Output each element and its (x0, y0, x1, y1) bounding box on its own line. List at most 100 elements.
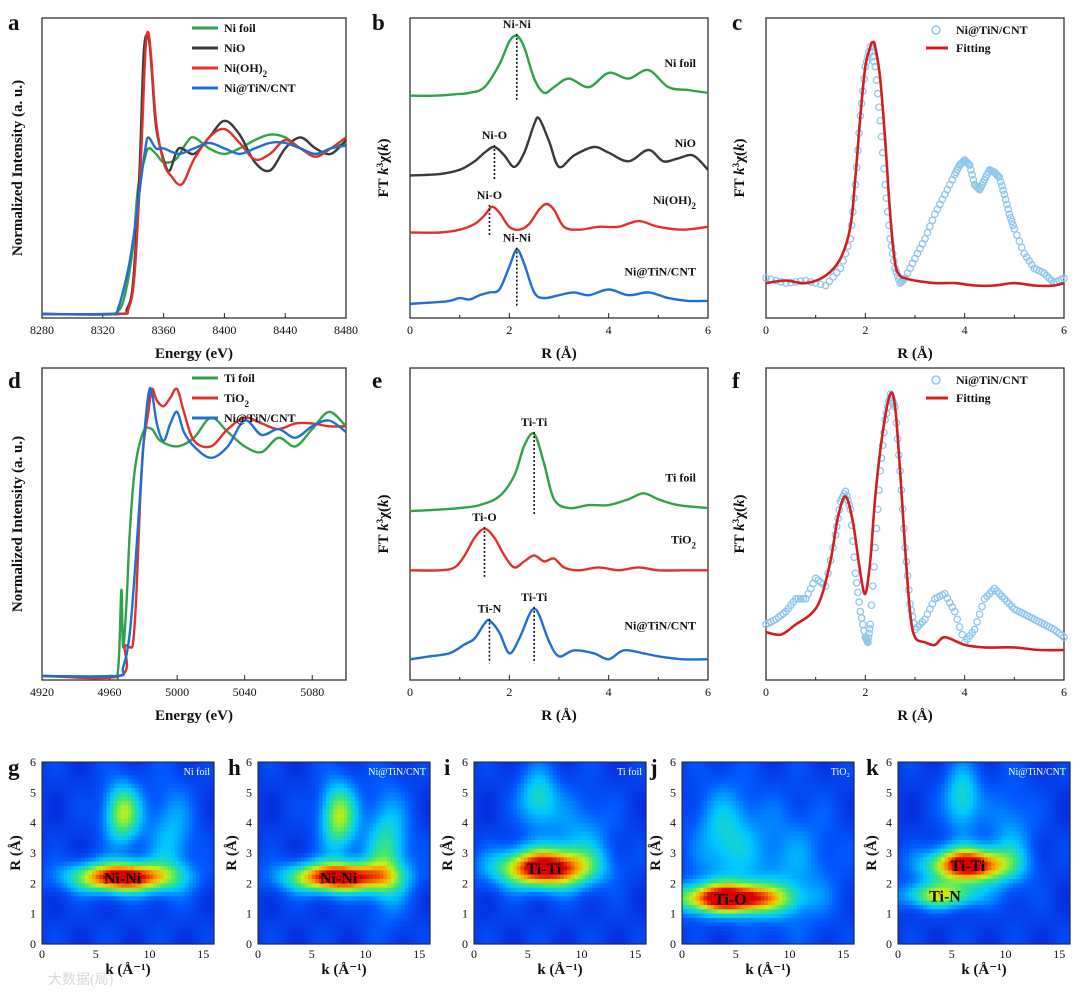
heatmap-cell (81, 792, 86, 798)
heatmap-cell (135, 805, 140, 811)
heatmap-cell (45, 818, 50, 824)
heatmap-cell (128, 788, 133, 793)
heatmap-cell (188, 796, 194, 802)
heatmap-cell (390, 775, 395, 780)
heatmap-cell (426, 861, 431, 867)
heatmap-cell (372, 931, 377, 936)
heatmap-cell (85, 775, 90, 780)
heatmap-cell (474, 835, 479, 841)
heatmap-cell (297, 796, 302, 802)
heatmap-cell (408, 814, 413, 819)
heatmap-cell (509, 831, 515, 837)
heatmap-cell (304, 805, 309, 811)
heatmap-cell (502, 861, 507, 867)
heatmap-cell (379, 796, 385, 802)
heatmap-cell (171, 766, 176, 772)
heatmap-cell (138, 827, 143, 832)
heatmap-cell (347, 831, 352, 837)
heatmap-cell (329, 935, 334, 941)
heatmap-cell (326, 766, 331, 772)
heatmap-cell (474, 848, 479, 854)
heatmap-cell (196, 879, 201, 884)
heatmap-cell (272, 922, 277, 928)
heatmap-cell (120, 783, 126, 789)
heatmap-cell (210, 840, 215, 845)
heatmap-cell (333, 783, 338, 789)
heatmap-cell (372, 801, 377, 806)
heatmap-cell (199, 814, 204, 819)
heatmap-cell (153, 866, 158, 871)
heatmap-cell (394, 870, 399, 876)
heatmap-cell (509, 896, 515, 902)
heatmap-cell (49, 931, 54, 936)
series-label: Ti foil (665, 470, 696, 484)
heatmap-cell (163, 831, 169, 837)
heatmap-cell (272, 818, 277, 824)
heatmap-cell (261, 883, 266, 889)
heatmap-cell (192, 840, 197, 845)
heatmap-cell (120, 922, 126, 928)
heatmap-cell (49, 801, 54, 806)
heatmap-cell (95, 775, 100, 780)
data-point (1007, 217, 1016, 226)
heatmap-cell (171, 762, 176, 767)
heatmap-cell (88, 835, 93, 841)
heatmap-cell (474, 809, 479, 815)
heatmap-cell (304, 827, 309, 832)
heatmap-cell (347, 922, 352, 928)
heatmap-cell (192, 801, 197, 806)
heatmap-cell (311, 922, 316, 928)
heatmap-cell (77, 909, 83, 915)
heatmap-cell (279, 809, 284, 815)
heatmap-cell (376, 909, 381, 915)
heatmap-cell (102, 879, 108, 884)
heatmap-cell (499, 935, 504, 941)
heatmap-cell (70, 931, 75, 936)
heatmap-cell (174, 900, 179, 906)
heatmap-cell (81, 857, 86, 863)
series-label: Ni@TiN/CNT (624, 619, 696, 633)
heatmap-cell (351, 801, 356, 806)
heatmap-cell (167, 887, 172, 893)
heatmap-cell (63, 814, 68, 819)
heatmap-cell (52, 818, 57, 824)
heatmap-cell (81, 814, 86, 819)
heatmap-cell (419, 775, 424, 780)
heatmap-cell (422, 840, 428, 845)
heatmap-cell (354, 939, 359, 945)
heatmap-cell (509, 939, 515, 945)
heatmap-cell (153, 818, 158, 824)
heatmap-cell (502, 809, 507, 815)
heatmap-cell (188, 918, 194, 923)
heatmap-cell (329, 879, 334, 884)
heatmap-cell (128, 857, 133, 863)
heatmap-cell (422, 822, 428, 828)
peak-label: Ni-Ni (503, 231, 532, 245)
heatmap-cell (344, 827, 349, 832)
heatmap-cell (258, 809, 263, 815)
heatmap-cell (42, 788, 47, 793)
heatmap-cell (474, 853, 479, 858)
heatmap-cell (138, 900, 143, 906)
heatmap-cell (290, 827, 295, 832)
heatmap-cell (153, 805, 158, 811)
series-line-1 (41, 34, 347, 316)
heatmap-cell (495, 853, 500, 858)
heatmap-cell (261, 762, 266, 767)
heatmap-cell (347, 939, 352, 945)
heatmap-cell (383, 879, 388, 884)
heatmap-cell (265, 870, 270, 876)
heatmap-cell (340, 887, 345, 893)
heatmap-cell (163, 844, 169, 850)
heatmap-cell (369, 792, 374, 798)
y-axis-label: FT k3χ(k) (375, 138, 392, 197)
heatmap-cell (145, 922, 151, 928)
heatmap-cell (142, 801, 147, 806)
heatmap-cell (265, 900, 270, 906)
heatmap-cell (408, 822, 413, 828)
heatmap-cell (326, 866, 331, 871)
heatmap-cell (156, 848, 161, 854)
heatmap-cell (178, 909, 183, 915)
heatmap-cell (351, 779, 356, 785)
heatmap-cell (347, 896, 352, 902)
